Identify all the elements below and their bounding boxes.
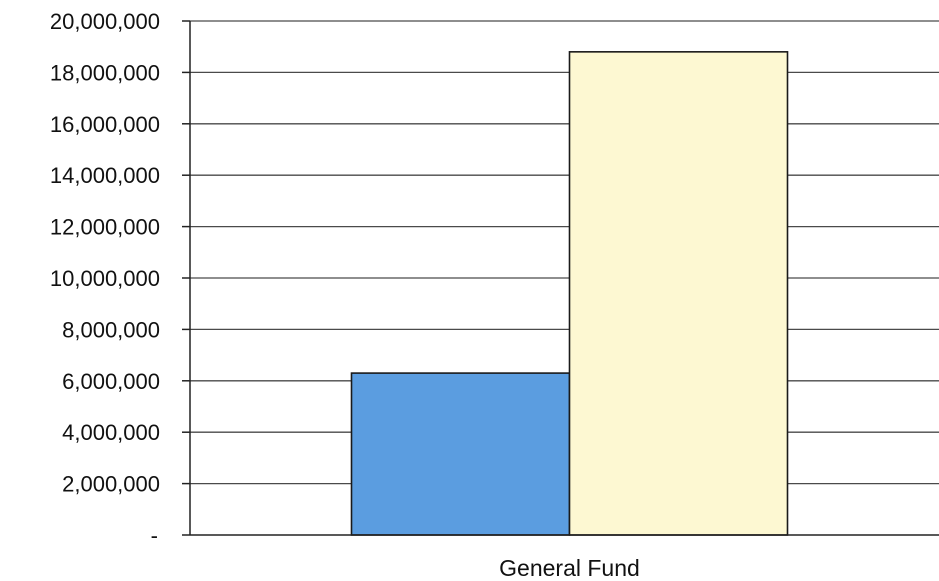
x-category-label: General Fund <box>499 555 640 581</box>
y-tick-label: 6,000,000 <box>62 369 160 394</box>
y-tick-label: 4,000,000 <box>62 420 160 445</box>
y-tick-label: 20,000,000 <box>50 9 160 34</box>
y-tick-label: 2,000,000 <box>62 472 160 497</box>
y-tick-label: 12,000,000 <box>50 215 160 240</box>
y-tick-label: 14,000,000 <box>50 163 160 188</box>
y-tick-label: 8,000,000 <box>62 317 160 342</box>
y-tick-label: 16,000,000 <box>50 112 160 137</box>
y-axis-tick-labels: - 2,000,000 4,000,000 6,000,000 8,000,000 10,… <box>50 9 160 548</box>
y-tick-label: 18,000,000 <box>50 60 160 85</box>
gridlines <box>190 20 939 485</box>
y-tick-label: 10,000,000 <box>50 266 160 291</box>
bars <box>350 51 789 536</box>
bar-series-1 <box>350 372 571 536</box>
axes <box>182 20 939 536</box>
y-tick-label: - <box>151 523 158 548</box>
x-axis-category-labels: General Fund <box>499 555 640 581</box>
bar-series-2 <box>568 51 789 536</box>
